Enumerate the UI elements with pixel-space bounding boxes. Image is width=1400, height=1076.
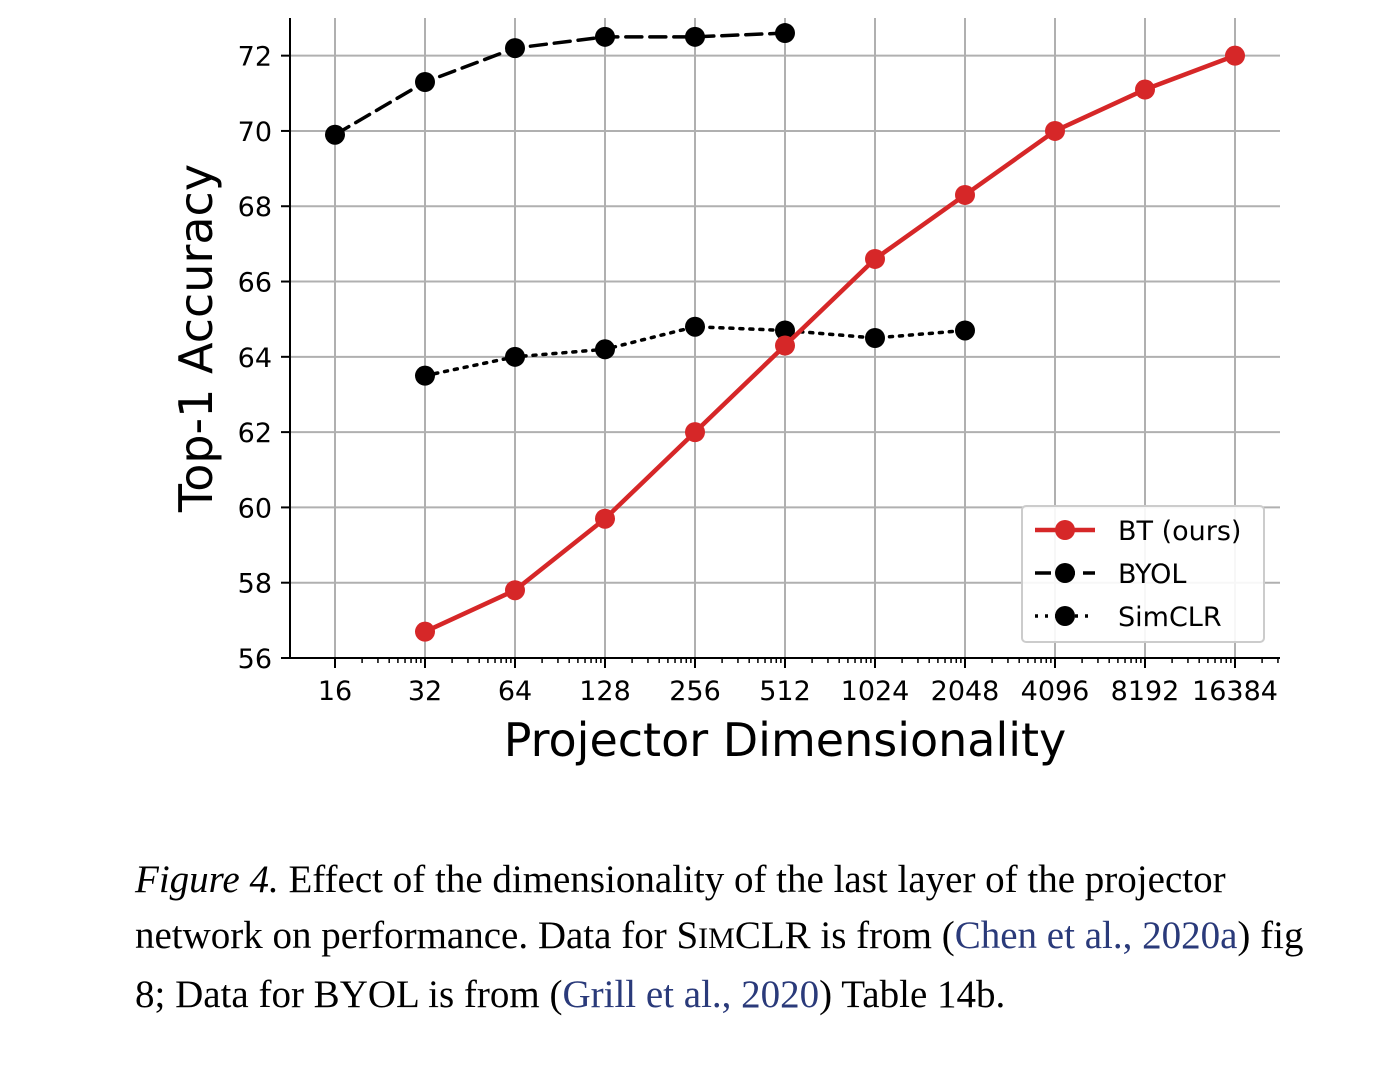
x-tick-label: 2048 — [931, 676, 1000, 707]
x-tick-label: 16384 — [1192, 676, 1278, 707]
simclr-small-caps: IM — [698, 922, 735, 955]
x-tick-label: 16 — [318, 676, 352, 707]
simclr-rest: CLR — [734, 914, 811, 957]
data-point-bt-ours — [415, 621, 435, 642]
legend-marker-simclr — [1055, 606, 1075, 626]
x-tick-label: 1024 — [841, 676, 910, 707]
series-line-bt-ours — [422, 53, 1238, 634]
y-tick-label: 70 — [238, 117, 272, 148]
series-line-byol — [333, 31, 787, 137]
y-tick-label: 72 — [238, 42, 272, 73]
figure-label: Figure 4. — [135, 858, 279, 901]
x-tick-label: 128 — [579, 676, 631, 707]
data-point-byol — [325, 124, 345, 145]
x-tick-label: 32 — [408, 676, 442, 707]
data-point-bt-ours — [1045, 120, 1065, 141]
chart: 56 58 60 62 64 66 68 70 72 16 32 64 128 256 512 1024 20… — [169, 18, 1280, 767]
x-tick-label: 512 — [759, 676, 811, 707]
legend-marker-bt-ours — [1055, 520, 1075, 540]
legend-box — [1021, 505, 1265, 643]
caption-text-3: ) fig 8; Data for BYOL is from ( — [135, 914, 1304, 1016]
data-point-simclr — [595, 339, 615, 360]
x-tick-label: 256 — [669, 676, 721, 707]
data-point-bt-ours — [775, 335, 795, 356]
legend-label-byol: BYOL — [1118, 559, 1186, 590]
legend-label-bt-ours: BT (ours) — [1118, 516, 1241, 547]
y-tick-label: 58 — [238, 569, 272, 600]
data-point-byol — [595, 26, 615, 47]
x-tick-label: 8192 — [1111, 676, 1180, 707]
caption-text-4: ) Table 14b. — [819, 973, 1006, 1016]
data-point-simclr — [775, 320, 795, 341]
x-tick-label: 4096 — [1021, 676, 1090, 707]
data-point-byol — [415, 72, 435, 92]
data-point-bt-ours — [505, 580, 525, 601]
data-point-bt-ours — [595, 508, 615, 529]
data-point-byol — [775, 23, 795, 44]
data-point-byol — [685, 26, 705, 47]
x-tick-label: 64 — [498, 676, 532, 707]
x-axis-title: Projector Dimensionality — [504, 713, 1067, 767]
legend-marker-byol — [1055, 563, 1075, 583]
citation-grill[interactable]: Grill et al., 2020 — [562, 973, 820, 1016]
caption-text-1: Effect of the dimensionality of the last… — [135, 858, 1226, 957]
simclr-cap-s: S — [676, 914, 699, 957]
data-point-simclr — [415, 365, 435, 386]
y-tick-label: 62 — [238, 418, 272, 449]
y-ticks: 56 58 60 62 64 66 68 70 72 — [238, 42, 290, 675]
data-point-simclr — [865, 328, 885, 348]
data-point-bt-ours — [955, 184, 975, 205]
legend: BT (ours) BYOL SimCLR — [1021, 505, 1265, 643]
caption-text-2: is from ( — [810, 914, 955, 957]
data-point-bt-ours — [685, 422, 705, 443]
data-point-simclr — [505, 346, 525, 367]
data-point-simclr — [955, 320, 975, 341]
citation-chen[interactable]: Chen et al., 2020a — [954, 914, 1238, 957]
y-tick-label: 60 — [238, 493, 272, 524]
y-tick-label: 66 — [238, 268, 272, 299]
grid — [290, 18, 1280, 659]
legend-label-simclr: SimCLR — [1118, 602, 1222, 633]
figure-caption: Figure 4. Effect of the dimensionality o… — [135, 852, 1330, 1023]
y-tick-label: 56 — [238, 644, 272, 675]
y-axis-title: Top-1 Accuracy — [169, 164, 223, 513]
data-point-bt-ours — [1225, 45, 1245, 66]
y-tick-label: 64 — [238, 343, 272, 374]
data-point-byol — [505, 38, 525, 59]
series — [325, 23, 1245, 642]
data-point-simclr — [685, 316, 705, 337]
x-ticks: 16 32 64 128 256 512 1024 2048 4096 8192 16384 — [318, 658, 1279, 707]
data-point-bt-ours — [1135, 79, 1155, 100]
y-tick-label: 68 — [238, 192, 272, 223]
data-point-bt-ours — [865, 248, 885, 269]
